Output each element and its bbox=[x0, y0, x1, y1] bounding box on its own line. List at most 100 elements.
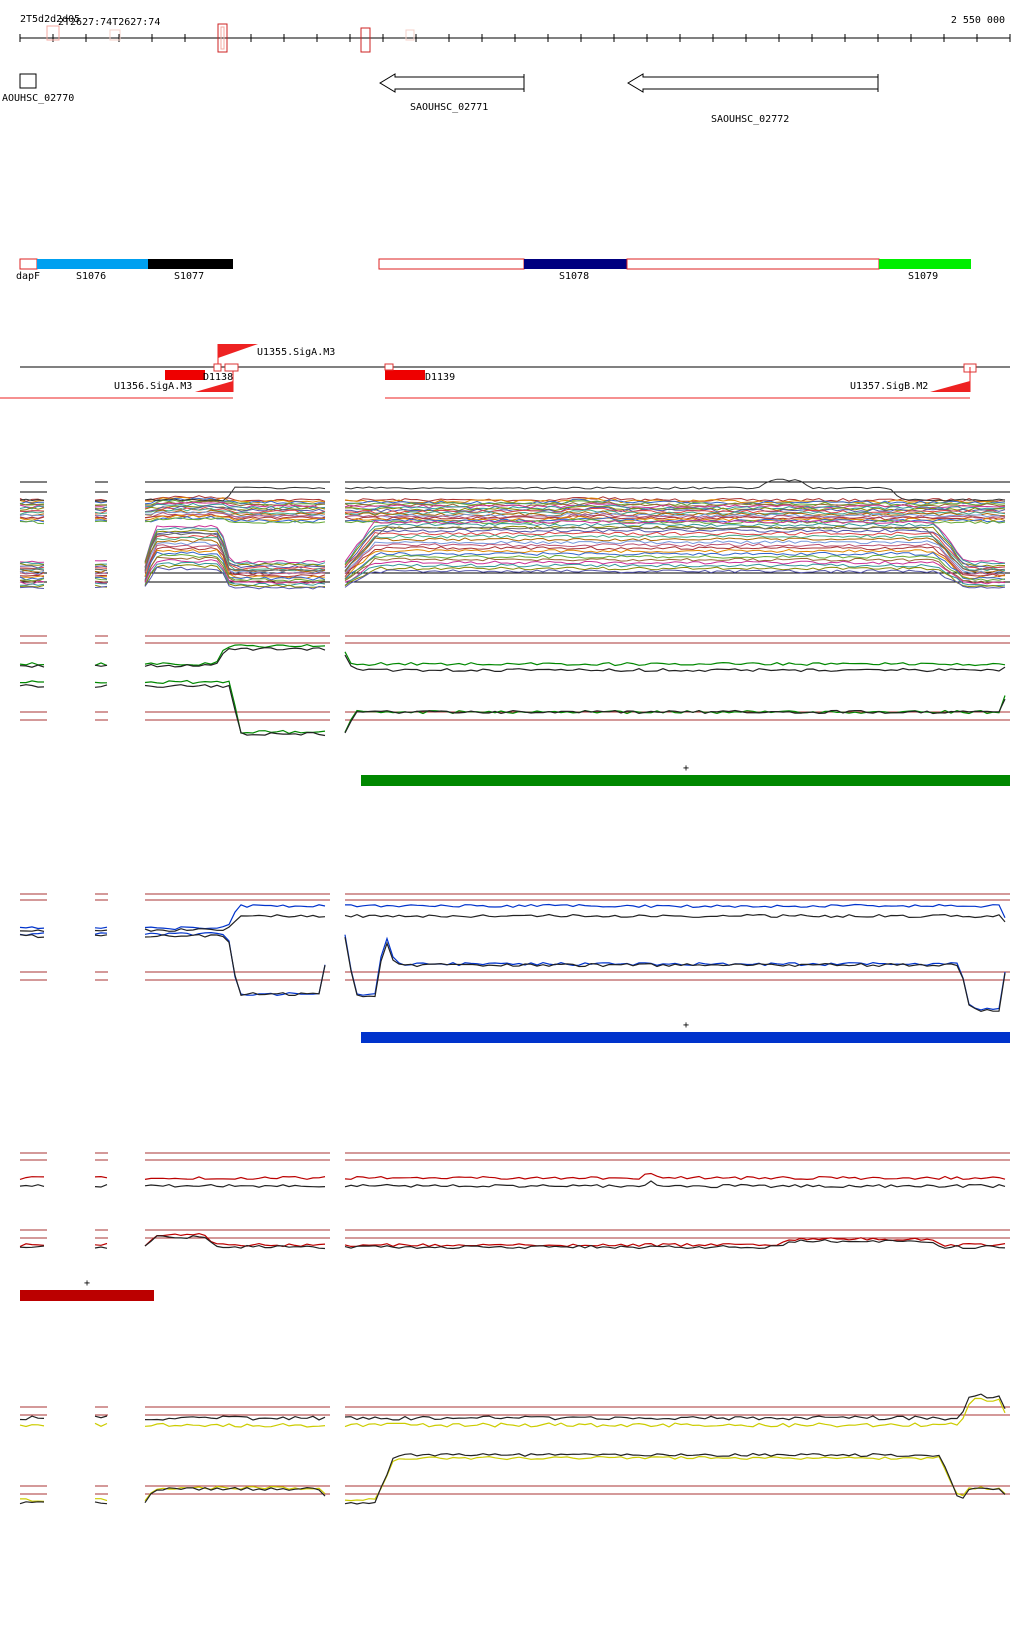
expression-line bbox=[144, 1422, 326, 1428]
axis-ticks bbox=[19, 34, 1011, 42]
segment-label: dapF bbox=[16, 271, 40, 282]
expression-line bbox=[94, 582, 108, 585]
expression-line bbox=[144, 539, 326, 573]
expression-line bbox=[144, 1415, 326, 1421]
segment-s1077[interactable]: S1077 bbox=[148, 259, 233, 282]
coordinate-axis: 2T5d2d2d05 2T2627:74T2627:74 2 550 000 bbox=[19, 14, 1011, 53]
expression-line bbox=[19, 503, 45, 506]
expression-line bbox=[19, 578, 45, 582]
expression-line bbox=[94, 581, 107, 584]
expression-line bbox=[144, 502, 326, 510]
expression-line bbox=[19, 684, 45, 688]
expression-line bbox=[144, 541, 326, 575]
expression-line bbox=[94, 574, 108, 577]
segment-label: S1077 bbox=[174, 271, 204, 282]
axis-feature-inner bbox=[220, 26, 225, 50]
region-d1138[interactable]: D1138 bbox=[165, 363, 239, 383]
segment-unlabeled[interactable] bbox=[626, 258, 880, 270]
expression-line bbox=[19, 929, 45, 932]
expression-line bbox=[144, 684, 326, 737]
axis-feature-box[interactable] bbox=[217, 23, 228, 53]
expression-line bbox=[94, 1501, 108, 1505]
axis-feature-box[interactable] bbox=[405, 29, 415, 41]
expression-line bbox=[344, 913, 1006, 923]
gene-saouhsc-02770[interactable]: AOUHSC_02770 bbox=[2, 73, 74, 104]
regulatory-track: U1355.SigA.M3 U1356.SigA.M3 D1138 D1139 … bbox=[0, 344, 1010, 399]
expression-line bbox=[344, 937, 1006, 1013]
expression-line bbox=[344, 1180, 1006, 1189]
expression-line bbox=[94, 681, 108, 684]
expression-line bbox=[19, 568, 45, 571]
segment-unlabeled[interactable] bbox=[378, 258, 525, 270]
expression-line bbox=[19, 564, 45, 569]
axis-feature-box[interactable] bbox=[46, 25, 60, 41]
expression-line bbox=[19, 569, 45, 573]
expression-line bbox=[344, 1237, 1006, 1248]
expression-line bbox=[94, 565, 108, 568]
segment-s1079[interactable]: S1079 bbox=[879, 259, 971, 282]
segment-dapf[interactable]: dapF bbox=[16, 258, 40, 282]
gene-saouhsc-02771[interactable]: SAOUHSC_02771 bbox=[379, 73, 525, 113]
expression-line bbox=[19, 583, 45, 586]
gene-track: AOUHSC_02770 SAOUHSC_02771 SAOUHSC_02772 bbox=[2, 73, 879, 125]
expression-line bbox=[19, 501, 45, 505]
expression-line bbox=[344, 654, 1006, 673]
expression-line bbox=[94, 934, 108, 937]
expression-line bbox=[19, 511, 45, 515]
condition-bar-red[interactable]: + bbox=[20, 1278, 154, 1301]
expression-line bbox=[344, 1455, 1006, 1502]
region-label: D1139 bbox=[425, 372, 455, 383]
expression-line bbox=[94, 932, 108, 935]
condition-bar-green[interactable]: + bbox=[361, 763, 1010, 786]
expression-line bbox=[94, 929, 108, 932]
expression-line bbox=[344, 560, 1006, 585]
expression-line bbox=[94, 664, 108, 667]
expression-line bbox=[344, 526, 1006, 572]
axis-feature-box[interactable] bbox=[360, 27, 371, 53]
expression-line bbox=[344, 537, 1006, 573]
expression-line bbox=[344, 563, 1006, 587]
gene-saouhsc-02772[interactable]: SAOUHSC_02772 bbox=[627, 73, 879, 125]
expression-line bbox=[344, 566, 1006, 588]
segment-track: dapF S1076 S1077 S1078 S1079 bbox=[16, 258, 971, 282]
expression-line bbox=[144, 1175, 326, 1180]
expression-line bbox=[144, 914, 326, 932]
expression-line bbox=[94, 501, 108, 504]
expression-line bbox=[144, 486, 326, 502]
expression-line bbox=[95, 1498, 108, 1502]
expression-line bbox=[144, 553, 326, 582]
segment-s1076[interactable]: S1076 bbox=[37, 259, 148, 282]
expression-line bbox=[94, 578, 108, 581]
promoter-label: U1356.SigA.M3 bbox=[114, 381, 192, 392]
expression-line bbox=[94, 498, 108, 502]
expression-line bbox=[19, 513, 45, 517]
axis-start-label-a: 2T5d2d2d05 bbox=[20, 14, 80, 25]
segment-s1078[interactable]: S1078 bbox=[524, 259, 627, 282]
expression-line bbox=[19, 1184, 45, 1187]
expression-line bbox=[144, 513, 326, 520]
promoter-u1355[interactable]: U1355.SigA.M3 bbox=[217, 344, 335, 367]
expression-line bbox=[94, 926, 108, 929]
expression-line bbox=[19, 507, 45, 511]
expression-line bbox=[344, 569, 1006, 589]
expression-line bbox=[94, 567, 108, 569]
bar-label: + bbox=[683, 763, 689, 774]
condition-bar-blue[interactable]: + bbox=[361, 1020, 1010, 1043]
expression-line bbox=[144, 1485, 326, 1502]
expression-line bbox=[344, 540, 1006, 575]
expression-line bbox=[144, 566, 326, 590]
expression-line bbox=[95, 576, 108, 580]
expression-line bbox=[144, 564, 326, 588]
expression-line bbox=[19, 1498, 45, 1502]
expression-line bbox=[94, 1242, 108, 1246]
expression-line bbox=[19, 520, 45, 525]
expression-line bbox=[94, 580, 108, 583]
expression-line bbox=[94, 1422, 108, 1427]
promoter-u1357[interactable]: U1357.SigB.M2 bbox=[850, 363, 977, 392]
expression-line bbox=[94, 572, 108, 575]
region-d1139[interactable]: D1139 bbox=[384, 363, 455, 383]
expression-line bbox=[94, 1184, 108, 1188]
axis-feature-box[interactable] bbox=[109, 29, 121, 41]
expression-line bbox=[344, 557, 1006, 584]
